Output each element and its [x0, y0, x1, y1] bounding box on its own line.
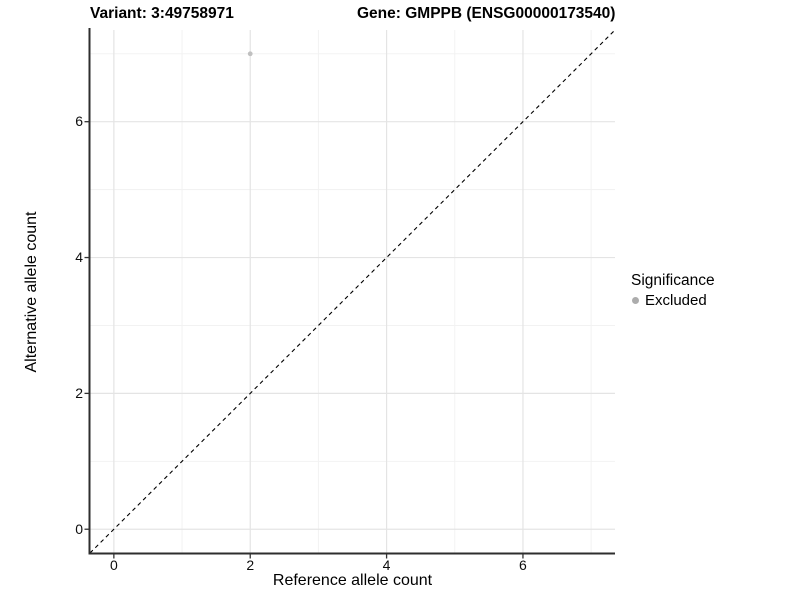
x-axis-label: Reference allele count [272, 572, 433, 589]
y-tick-label: 4 [75, 249, 83, 266]
plot-title-gene: Gene: GMPPB (ENSG00000173540) [357, 5, 616, 22]
y-axis-label: Alternative allele count [23, 211, 40, 373]
x-tick-label: 6 [519, 557, 527, 573]
x-tick-label: 4 [382, 557, 391, 573]
legend-item-excluded: Excluded [626, 292, 715, 309]
legend-key-dot-icon [632, 297, 639, 304]
y-tick-label: 2 [75, 384, 83, 401]
data-point-excluded [247, 51, 253, 57]
legend: Significance Excluded [626, 272, 715, 309]
y-tick-label: 6 [75, 113, 83, 130]
legend-title: Significance [631, 272, 715, 289]
legend-item-label: Excluded [645, 292, 707, 309]
y-tick-label: 0 [75, 520, 83, 537]
plot-title-variant: Variant: 3:49758971 [90, 5, 234, 22]
x-tick-label: 2 [246, 557, 255, 573]
identity-dashed-line [89, 29, 616, 554]
x-tick-label: 0 [109, 557, 118, 573]
